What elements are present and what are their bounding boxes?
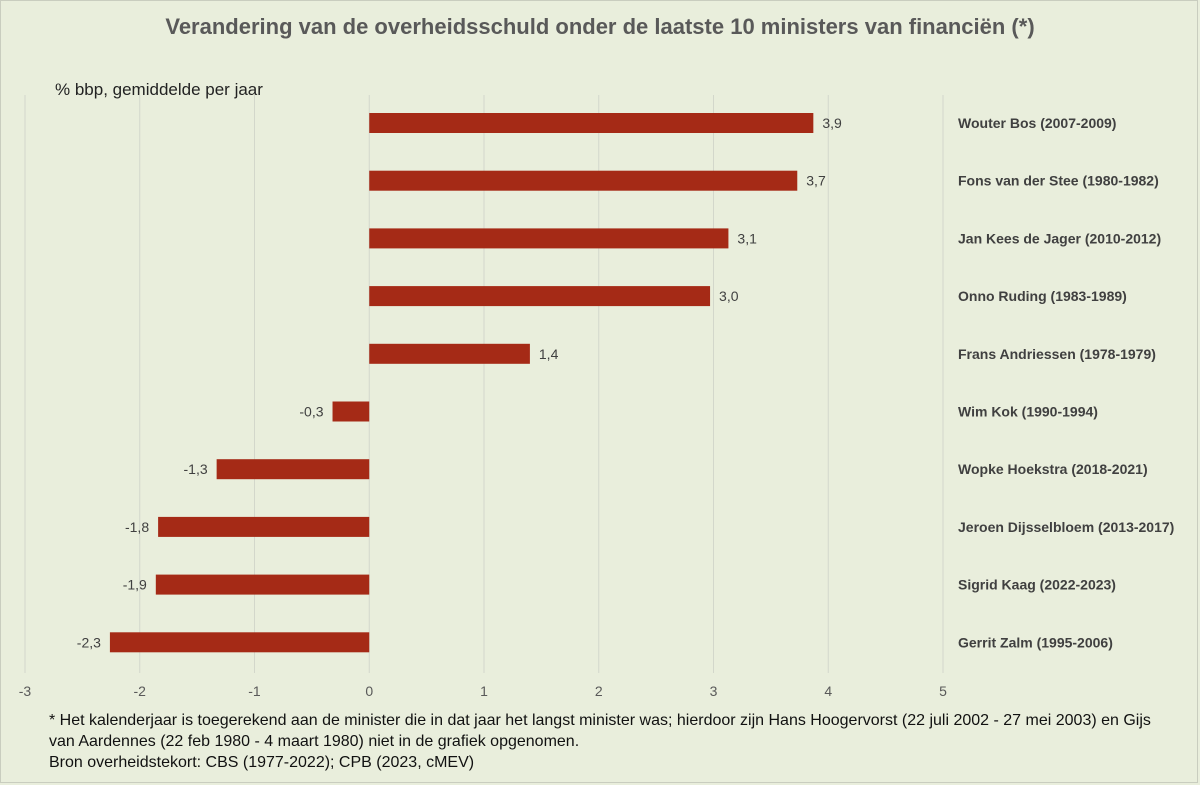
- category-label: Jeroen Dijsselbloem (2013-2017): [958, 519, 1174, 535]
- data-label: -0,3: [299, 404, 323, 420]
- bar: [109, 632, 370, 653]
- data-label: 3,1: [737, 230, 757, 246]
- bar: [369, 228, 729, 249]
- data-label: -1,3: [184, 461, 208, 477]
- data-label: 3,7: [806, 173, 826, 189]
- data-label: 3,0: [719, 288, 739, 304]
- category-label: Fons van der Stee (1980-1982): [958, 173, 1159, 189]
- x-tick-label: -2: [134, 683, 147, 699]
- data-label: -1,9: [123, 577, 147, 593]
- bar: [216, 459, 370, 480]
- bar: [369, 113, 814, 133]
- footnote-note: * Het kalenderjaar is toegerekend aan de…: [49, 712, 1151, 750]
- category-label: Wim Kok (1990-1994): [958, 404, 1098, 420]
- x-tick-label: 1: [480, 683, 488, 699]
- x-tick-label: -1: [248, 683, 261, 699]
- x-tick-label: 0: [365, 683, 373, 699]
- data-label: -2,3: [77, 634, 101, 650]
- x-tick-label: -3: [19, 683, 32, 699]
- x-tick-label: 4: [824, 683, 832, 699]
- category-label: Sigrid Kaag (2022-2023): [958, 577, 1116, 593]
- data-label: 1,4: [539, 346, 559, 362]
- bar: [332, 401, 370, 422]
- footnote-source: Bron overheidstekort: CBS (1977-2022); C…: [49, 754, 475, 771]
- unit-label: % bbp, gemiddelde per jaar: [55, 80, 263, 99]
- data-label: -1,8: [125, 519, 149, 535]
- x-tick-label: 3: [710, 683, 718, 699]
- bar: [369, 170, 798, 191]
- bar: [369, 286, 711, 307]
- chart-title: Verandering van de overheidsschuld onder…: [165, 14, 1035, 39]
- category-label: Jan Kees de Jager (2010-2012): [958, 230, 1161, 246]
- data-label: 3,9: [822, 115, 842, 131]
- bar: [158, 516, 370, 537]
- category-label: Gerrit Zalm (1995-2006): [958, 634, 1113, 650]
- bar: [369, 343, 530, 364]
- x-tick-label: 2: [595, 683, 603, 699]
- x-tick-label: 5: [939, 683, 947, 699]
- category-label: Onno Ruding (1983-1989): [958, 288, 1127, 304]
- bar: [155, 574, 370, 595]
- category-label: Wouter Bos (2007-2009): [958, 115, 1116, 131]
- footnote: * Het kalenderjaar is toegerekend aan de…: [49, 710, 1159, 773]
- category-label: Wopke Hoekstra (2018-2021): [958, 461, 1148, 477]
- category-label: Frans Andriessen (1978-1979): [958, 346, 1156, 362]
